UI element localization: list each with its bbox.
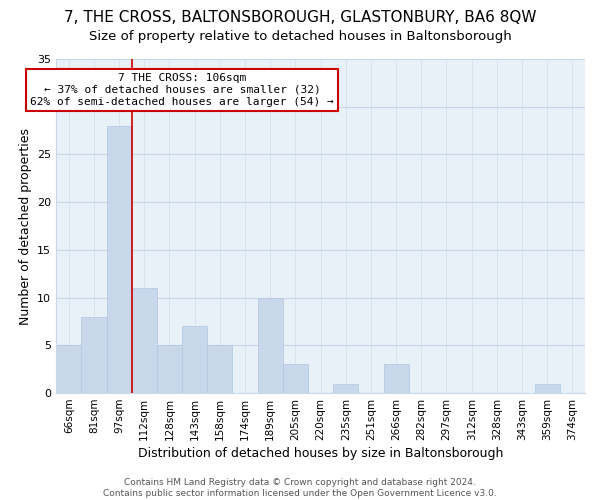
Bar bbox=[107, 126, 132, 393]
Text: Contains HM Land Registry data © Crown copyright and database right 2024.
Contai: Contains HM Land Registry data © Crown c… bbox=[103, 478, 497, 498]
Text: 7, THE CROSS, BALTONSBOROUGH, GLASTONBURY, BA6 8QW: 7, THE CROSS, BALTONSBOROUGH, GLASTONBUR… bbox=[64, 10, 536, 25]
Bar bbox=[207, 346, 232, 393]
X-axis label: Distribution of detached houses by size in Baltonsborough: Distribution of detached houses by size … bbox=[138, 447, 503, 460]
Bar bbox=[82, 316, 107, 393]
Bar bbox=[257, 298, 283, 393]
Bar bbox=[333, 384, 358, 393]
Text: 7 THE CROSS: 106sqm
← 37% of detached houses are smaller (32)
62% of semi-detach: 7 THE CROSS: 106sqm ← 37% of detached ho… bbox=[30, 74, 334, 106]
Bar bbox=[132, 288, 157, 393]
Y-axis label: Number of detached properties: Number of detached properties bbox=[19, 128, 32, 324]
Text: Size of property relative to detached houses in Baltonsborough: Size of property relative to detached ho… bbox=[89, 30, 511, 43]
Bar bbox=[283, 364, 308, 393]
Bar bbox=[383, 364, 409, 393]
Bar bbox=[182, 326, 207, 393]
Bar bbox=[535, 384, 560, 393]
Bar bbox=[157, 346, 182, 393]
Bar bbox=[56, 346, 82, 393]
